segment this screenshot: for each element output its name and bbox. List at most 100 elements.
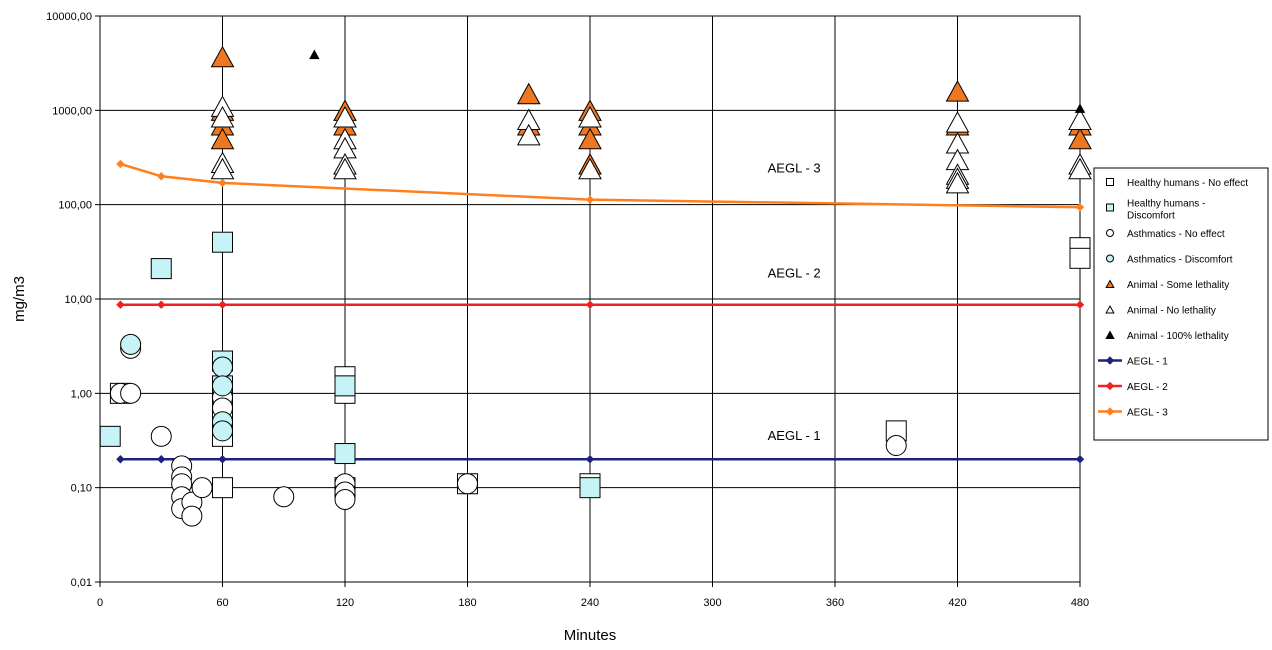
x-tick-label: 420 <box>948 597 966 609</box>
series-point-aegl-2 <box>1075 300 1085 309</box>
data-point-asthmatics-no-effect <box>885 434 907 456</box>
data-point-animal-no-lethality <box>578 157 602 180</box>
series-point-aegl-2 <box>116 300 125 309</box>
legend-swatch <box>1106 229 1114 237</box>
data-point-animal-no-lethality <box>1068 108 1092 130</box>
data-point-asthmatics-no-effect <box>334 488 356 510</box>
legend-label: AEGL - 1 <box>1127 357 1168 368</box>
data-point-healthy-humans-discomfort <box>212 231 233 253</box>
annotation-label: AEGL - 3 <box>768 160 821 175</box>
data-point-animal-no-lethality <box>333 157 357 180</box>
data-point-asthmatics-no-effect <box>457 473 478 495</box>
legend-swatch <box>1105 279 1115 288</box>
legend-swatch <box>1105 381 1115 391</box>
data-point-animal-no-lethality <box>945 171 970 194</box>
legend-label-line: Discomfort <box>1127 211 1175 222</box>
data-point-healthy-humans-discomfort <box>334 443 356 465</box>
data-point-animal-no-lethality <box>333 105 357 128</box>
data-point-animal-some-lethality <box>516 82 541 105</box>
series-point-aegl-3 <box>116 159 125 169</box>
y-tick-label: 1,00 <box>71 388 92 400</box>
y-tick-label: 1000,00 <box>52 105 92 117</box>
data-point-healthy-humans-discomfort <box>579 477 601 499</box>
legend-swatch <box>1105 304 1115 314</box>
data-point-healthy-humans-no-effect <box>212 477 233 499</box>
annotations: AEGL - 3 AEGL - 2 AEGL - 1 <box>768 160 821 443</box>
legend-label: Animal - 100% lethality <box>1127 331 1229 342</box>
legend-box <box>1093 167 1269 441</box>
data-point-asthmatics-discomfort <box>212 356 233 378</box>
legend-label: AEGL - 3 <box>1127 408 1168 419</box>
data-point-animal-some-lethality <box>210 127 235 150</box>
legend-swatch <box>1106 203 1114 212</box>
legend-label: Animal - Some lethality <box>1127 280 1229 291</box>
data-point-asthmatics-no-effect <box>273 486 295 508</box>
data-point-animal-no-lethality <box>210 157 235 180</box>
data-point-animal-100-lethality <box>1074 103 1086 113</box>
data-point-asthmatics-discomfort <box>212 375 233 397</box>
legend-label: Healthy humans -Discomfort <box>1127 199 1205 222</box>
legend-swatch <box>1105 407 1115 416</box>
x-axis-ticks: 0 60 120 180 240 300 360 420 480 <box>97 582 1089 609</box>
data-point-asthmatics-no-effect <box>181 505 203 527</box>
data-point-healthy-humans-discomfort <box>99 425 121 447</box>
y-tick-label: 0,01 <box>71 577 92 589</box>
legend-label: Asthmatics - No effect <box>1127 229 1225 240</box>
x-tick-label: 180 <box>458 597 476 609</box>
series-point-aegl-3 <box>1075 202 1085 212</box>
legend-label: Asthmatics - Discomfort <box>1127 255 1233 266</box>
legend-label: Healthy humans - No effect <box>1127 178 1248 189</box>
annotation-label: AEGL - 2 <box>768 265 821 280</box>
data-point-healthy-humans-discomfort <box>150 258 172 280</box>
y-tick-label: 10,00 <box>64 294 92 306</box>
x-tick-label: 120 <box>336 597 354 609</box>
series-point-aegl-1 <box>116 455 125 464</box>
y-axis-label: mg/m3 <box>11 276 28 322</box>
series-point-aegl-2 <box>218 300 227 309</box>
data-point-animal-some-lethality <box>1068 127 1092 150</box>
x-tick-label: 480 <box>1071 597 1089 609</box>
data-point-animal-some-lethality <box>578 127 602 150</box>
data-point-animal-no-lethality <box>1068 157 1092 180</box>
y-axis-ticks: 0,01 0,10 1,00 10,00 100,00 1000,00 10000,00 <box>46 11 100 589</box>
data-point-animal-some-lethality <box>945 80 970 102</box>
series-point-aegl-1 <box>218 455 227 464</box>
series-point-aegl-3 <box>585 195 595 204</box>
data-point-asthmatics-discomfort <box>212 420 233 442</box>
data-point-asthmatics-no-effect <box>120 382 142 404</box>
y-tick-label: 0,10 <box>71 483 92 495</box>
legend-label-line: Healthy humans - <box>1127 199 1205 210</box>
x-tick-label: 240 <box>581 597 599 609</box>
x-axis-label: Minutes <box>564 627 617 644</box>
x-tick-label: 360 <box>826 597 844 609</box>
data-point-asthmatics-no-effect <box>191 477 213 499</box>
series-point-aegl-2 <box>157 300 166 309</box>
data-point-asthmatics-discomfort <box>120 333 142 355</box>
x-tick-label: 0 <box>97 597 103 609</box>
series-point-aegl-1 <box>585 455 595 464</box>
series-point-aegl-2 <box>585 300 595 309</box>
y-tick-label: 10000,00 <box>46 11 92 23</box>
data-point-healthy-humans-no-effect <box>1069 247 1091 269</box>
legend-swatch <box>1105 356 1115 365</box>
data-point-healthy-humans-discomfort <box>334 375 356 397</box>
data-point-animal-no-lethality <box>578 105 602 128</box>
legend: Healthy humans - No effect Healthy humans… <box>1093 167 1269 441</box>
data-point-animal-no-lethality <box>945 111 970 133</box>
data-points <box>99 45 1092 527</box>
legend-swatch <box>1106 178 1114 186</box>
legend-label: AEGL - 2 <box>1127 382 1168 393</box>
series-point-aegl-3 <box>157 172 166 181</box>
legend-label: Animal - No lethality <box>1127 306 1216 317</box>
data-point-animal-no-lethality <box>210 105 235 128</box>
data-point-animal-some-lethality <box>210 45 235 68</box>
series-point-aegl-1 <box>1075 455 1085 464</box>
annotation-label: AEGL - 1 <box>768 428 821 443</box>
series-line-aegl-3 <box>120 162 1081 209</box>
y-tick-label: 100,00 <box>58 200 92 212</box>
legend-swatch <box>1105 330 1115 339</box>
data-point-asthmatics-no-effect <box>150 425 172 447</box>
legend-swatch <box>1106 254 1114 263</box>
series-point-aegl-1 <box>157 455 166 464</box>
